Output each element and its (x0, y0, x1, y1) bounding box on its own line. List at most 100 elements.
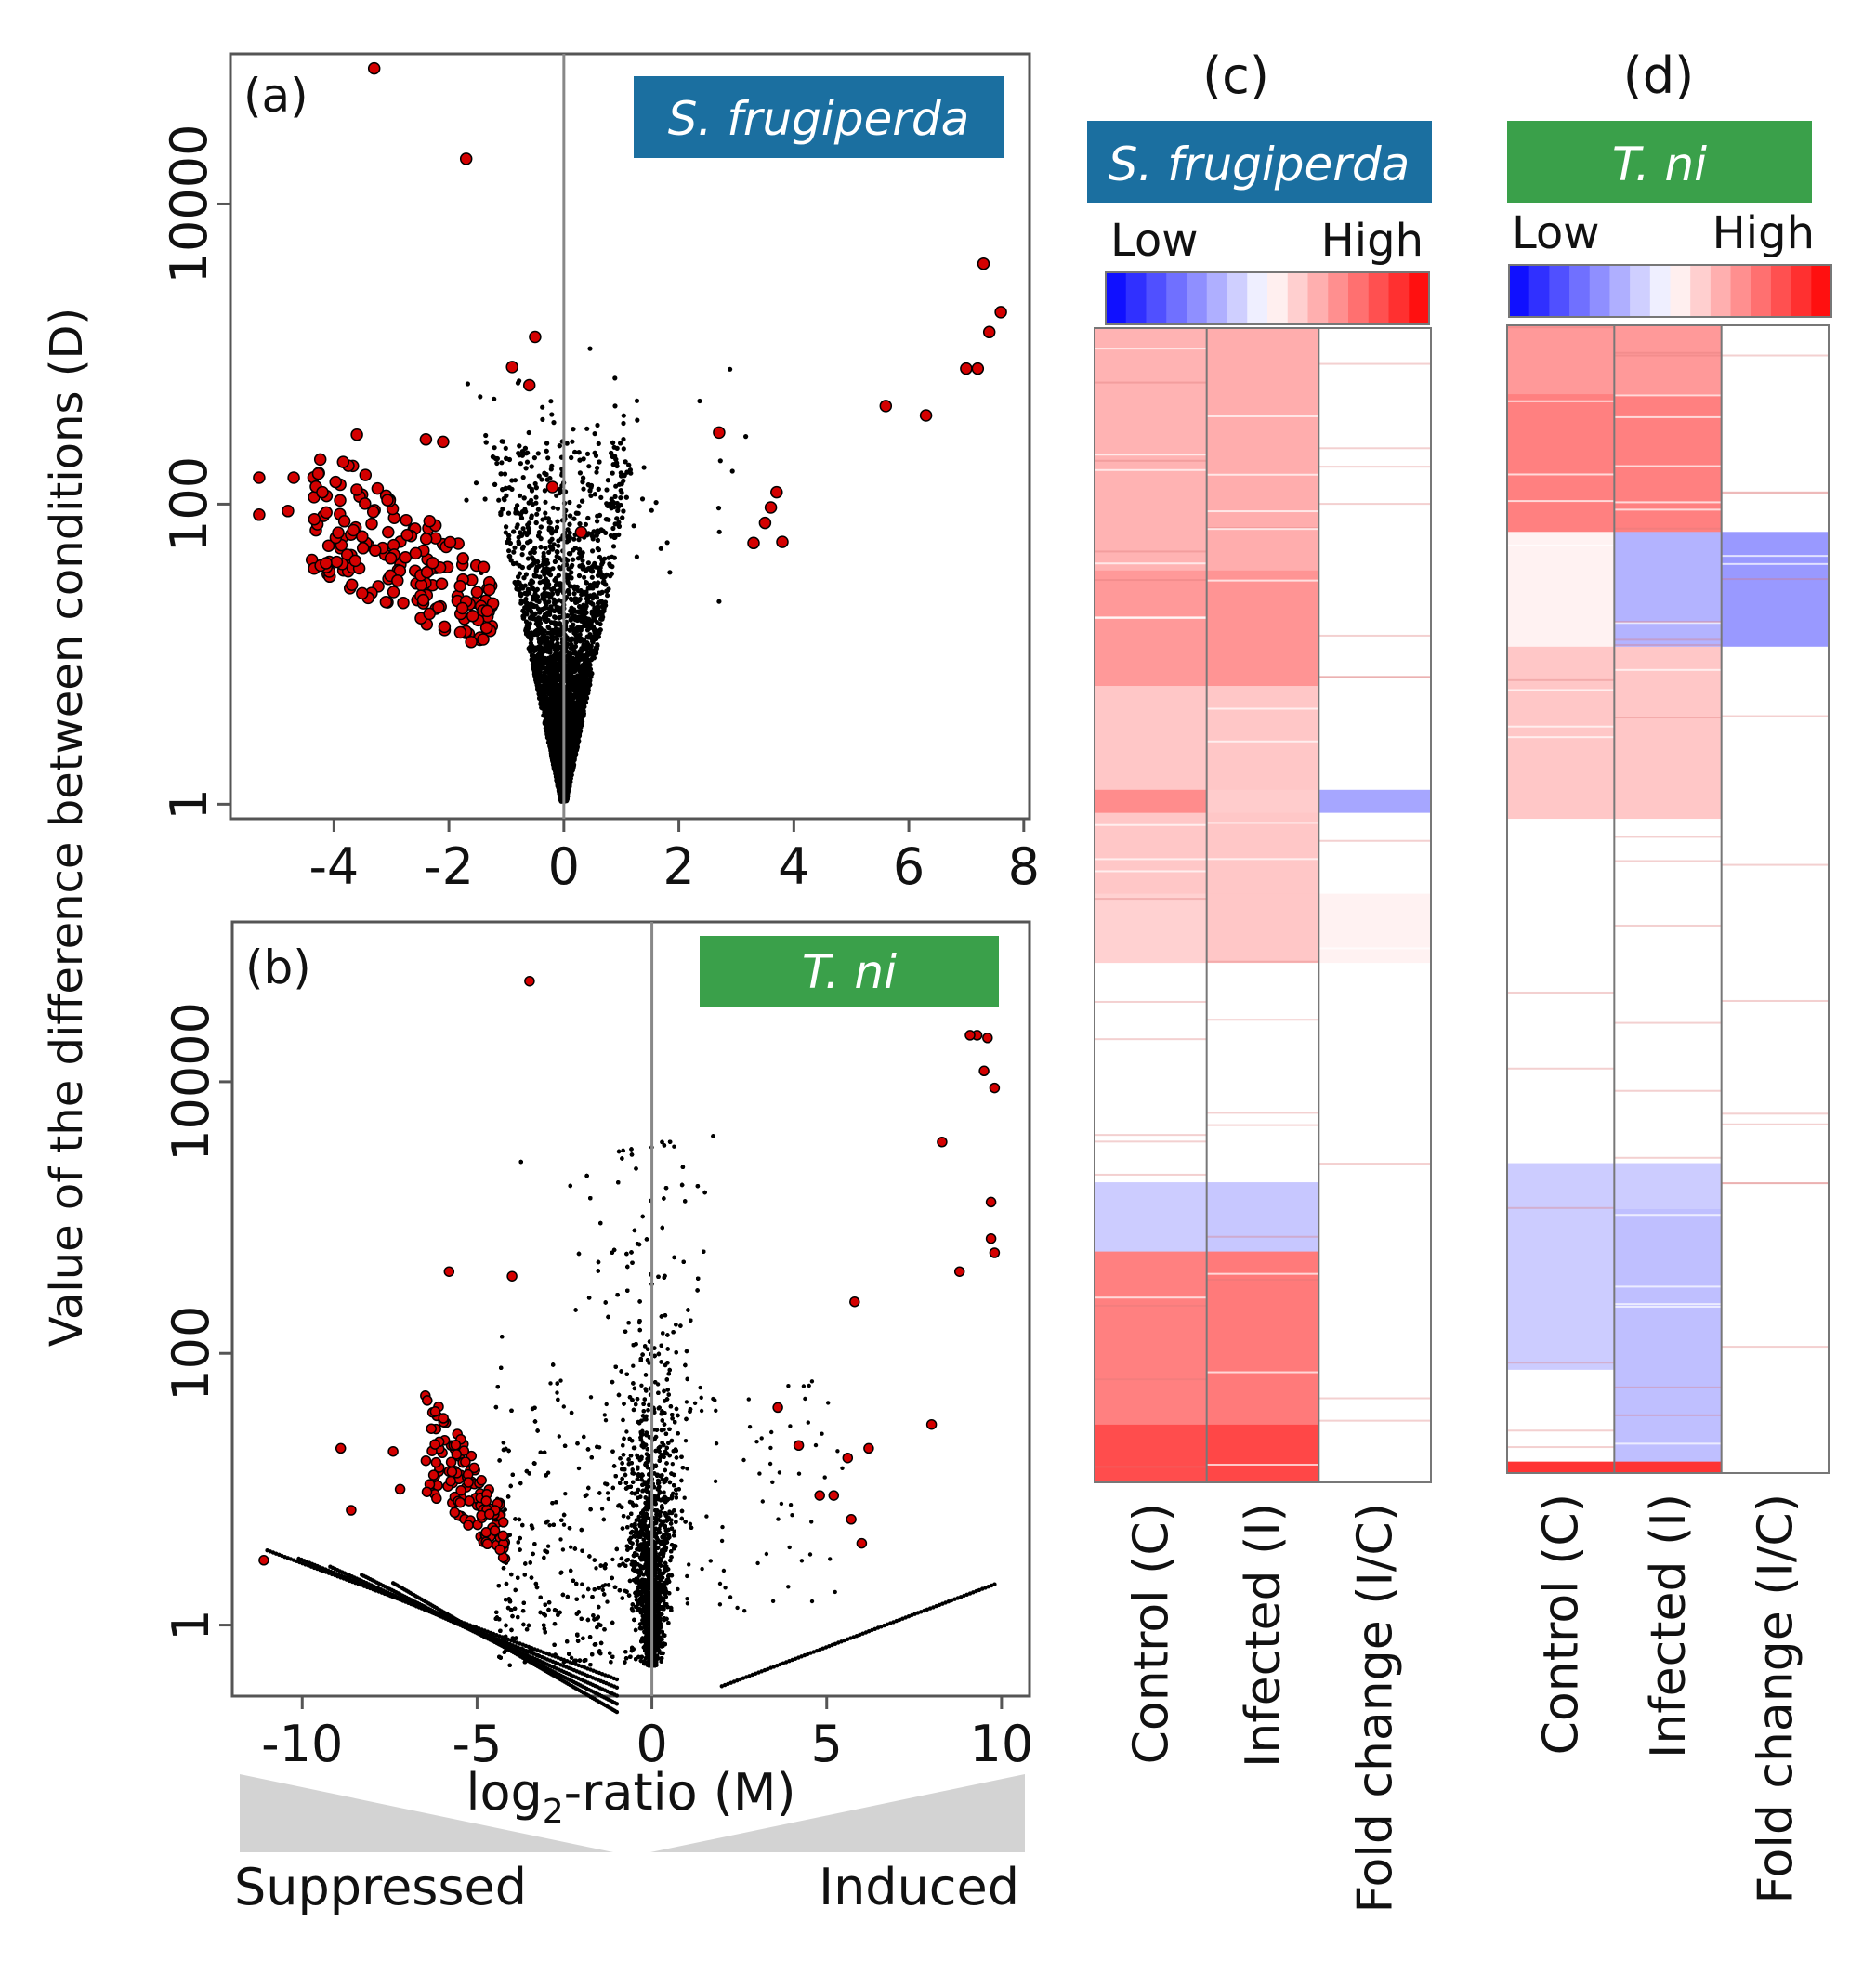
scatter-point (569, 605, 574, 611)
scatter-point (492, 481, 498, 488)
scatter-point (529, 515, 534, 520)
scatter-point (594, 469, 599, 475)
scatter-point (518, 600, 524, 606)
scatter-point (592, 450, 597, 455)
scatter-point (538, 524, 544, 530)
scatter-point (515, 503, 520, 508)
scatter-point (568, 617, 573, 623)
scatter-point (612, 375, 618, 381)
scatter-point (621, 508, 626, 514)
scatter-point (532, 588, 539, 594)
scatter-point (545, 455, 551, 461)
scatter-point (610, 525, 616, 532)
scatter-point (535, 651, 542, 658)
scatter-point (536, 473, 542, 479)
scatter-point (506, 548, 512, 554)
scatter-point (571, 591, 577, 597)
scatter-point (584, 616, 590, 622)
scatter-point (552, 614, 558, 620)
scatter-point (583, 521, 589, 527)
scatter-point (616, 523, 623, 530)
scatter-point (597, 599, 602, 605)
panel-a-frame (229, 52, 1031, 821)
scatter-point (545, 516, 551, 521)
scatter-point (502, 471, 508, 477)
scatter-point (551, 542, 557, 547)
scatter-point (584, 580, 589, 586)
scatter-point (537, 574, 543, 580)
scatter-point (581, 475, 586, 480)
scatter-point (519, 453, 525, 458)
scatter-point (543, 510, 548, 516)
scatter-point (543, 499, 548, 505)
scatter-point (503, 530, 508, 535)
scatter-point (519, 509, 526, 515)
scatter-point (504, 524, 509, 530)
scatter-point (496, 497, 502, 503)
scatter-point (589, 574, 595, 580)
scatter-point (549, 463, 555, 468)
scatter-point (586, 464, 592, 469)
scatter-point (603, 582, 609, 587)
scatter-point (569, 570, 574, 575)
scatter-point (546, 625, 552, 631)
scatter-point (584, 451, 591, 456)
scatter-point (587, 346, 593, 351)
scatter-point (556, 573, 561, 578)
scatter-point (581, 486, 586, 492)
scatter-point (580, 637, 585, 643)
scatter-point (606, 555, 611, 560)
scatter-point (577, 521, 583, 527)
scatter-point (543, 546, 548, 551)
scatter-point (520, 474, 526, 480)
scatter-point (619, 490, 624, 495)
scatter-point (512, 478, 518, 483)
scatter-point (533, 494, 539, 500)
scatter-point (526, 530, 531, 535)
scatter-point (580, 558, 585, 563)
scatter-point (618, 495, 623, 501)
scatter-point (593, 564, 598, 570)
scatter-point (582, 684, 587, 690)
scatter-point (568, 551, 573, 557)
scatter-point (604, 588, 610, 594)
scatter-point (605, 593, 610, 599)
scatter-point (621, 446, 626, 452)
scatter-point (525, 540, 531, 546)
scatter-point (608, 563, 613, 569)
scatter-point (546, 527, 552, 533)
scatter-point (498, 471, 504, 477)
scatter-point (567, 499, 572, 506)
scatter-point (620, 515, 625, 520)
scatter-point (499, 460, 505, 466)
scatter-point (533, 568, 539, 573)
scatter-point (549, 591, 556, 597)
scatter-point (519, 552, 525, 558)
scatter-point (555, 549, 560, 555)
scatter-point (557, 621, 563, 626)
scatter-point (614, 516, 620, 521)
scatter-point (552, 559, 558, 565)
shared-y-axis-label: Value of the difference between conditio… (41, 308, 93, 1347)
scatter-point (556, 543, 561, 548)
scatter-point (550, 566, 556, 572)
scatter-point (522, 530, 528, 535)
scatter-point (569, 454, 574, 461)
scatter-point (544, 441, 550, 446)
scatter-point (576, 504, 582, 509)
scatter-point (605, 478, 611, 483)
scatter-point (492, 445, 497, 451)
scatter-point (582, 574, 587, 580)
scatter-point (512, 545, 518, 550)
scatter-point (540, 517, 545, 522)
scatter-point (518, 515, 525, 521)
scatter-point (597, 621, 603, 627)
scatter-point (619, 481, 624, 487)
scatter-point (509, 478, 515, 483)
scatter-point (576, 573, 583, 579)
scatter-point (535, 507, 542, 512)
scatter-point (555, 506, 561, 511)
scatter-point (610, 544, 617, 549)
scatter-point (566, 591, 572, 597)
scatter-point (590, 548, 596, 554)
